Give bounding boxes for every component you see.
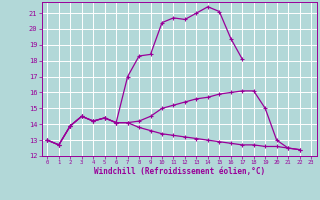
X-axis label: Windchill (Refroidissement éolien,°C): Windchill (Refroidissement éolien,°C)	[94, 167, 265, 176]
